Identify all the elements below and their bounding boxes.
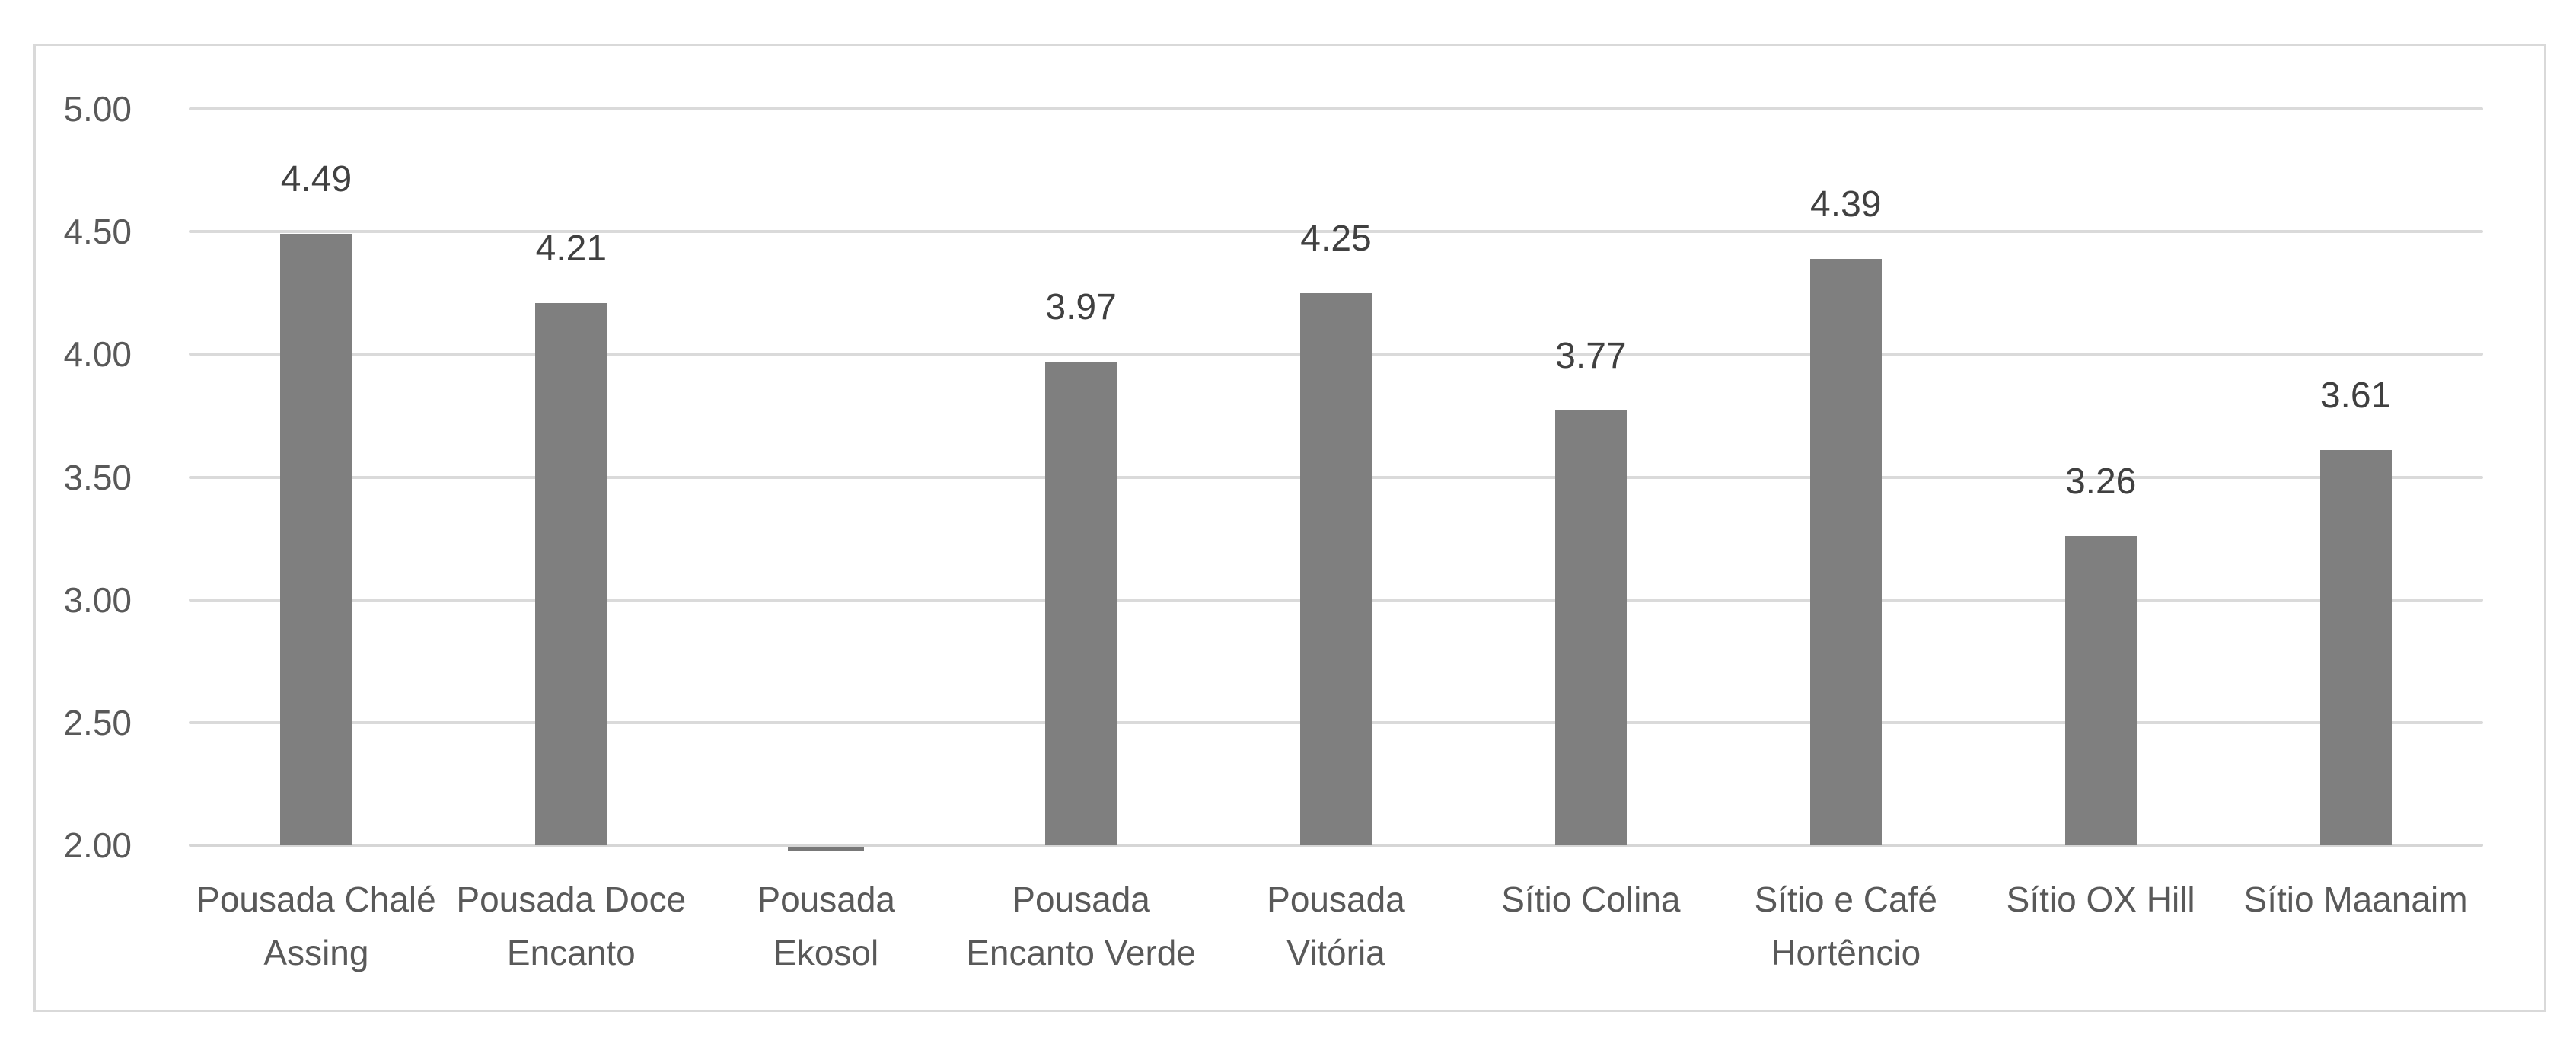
bar [1045,362,1117,845]
bar [1300,292,1372,845]
bar [535,302,607,845]
category-label-line: Pousada [1012,880,1150,919]
category-label: Pousada Encanto Verde [935,873,1228,979]
y-tick-label: 4.50 [63,212,132,252]
category-label-line: Sítio Colina [1501,880,1681,919]
bar-data-label: 4.39 [1810,184,1882,225]
bar-data-label: 3.97 [1045,287,1117,327]
y-tick-label: 2.00 [63,825,132,865]
y-tick-label: 5.00 [63,89,132,129]
category-label: Sítio e Café Hortêncio [1699,873,1992,979]
bar [1809,258,1882,845]
category-label-line: Pousada [1267,880,1405,919]
bar-data-label: 3.26 [2064,461,2137,502]
bar [2064,535,2137,845]
category-label-line: Pousada [757,880,895,919]
y-tick-label: 2.50 [63,702,132,742]
category-label: Sítio OX Hill [1954,873,2247,926]
category-label-line: Sítio e Café [1754,880,1937,919]
category-label: Pousada Ekosol [680,873,973,979]
category-label: Pousada Chalé Assing [170,873,463,979]
y-gridline [189,844,2483,847]
category-label-line: Assing [263,933,369,972]
bar-data-label: 3.77 [1555,336,1627,377]
category-label-line: Ekosol [773,933,879,972]
bar [1554,410,1627,845]
bar-data-label: 4.25 [1300,218,1372,259]
y-tick-label: 3.00 [63,579,132,620]
category-label-line: Pousada Chalé [196,880,436,919]
bar [280,234,352,845]
bar-stub [788,847,865,851]
category-label-line: Encanto Verde [966,933,1196,972]
category-label-line: Hortêncio [1771,933,1921,972]
category-label: Sítio Maanaim [2209,873,2502,926]
bar-data-label: 4.21 [535,228,607,269]
bar-data-label: 4.49 [280,159,352,200]
y-tick-label: 3.50 [63,457,132,497]
chart-frame [33,44,2546,1012]
category-label: Sítio Colina [1444,873,1737,926]
y-gridline [189,230,2483,234]
category-label: Pousada Doce Encanto [425,873,718,979]
y-tick-label: 4.00 [63,334,132,375]
bar [2319,450,2392,845]
category-label: Pousada Vitória [1190,873,1483,979]
category-label-line: Sítio Maanaim [2243,880,2468,919]
category-label-line: Encanto [506,933,636,972]
category-label-line: Pousada Doce [456,880,687,919]
category-label-line: Sítio OX Hill [2006,880,2195,919]
y-gridline [189,107,2483,110]
bar-data-label: 3.61 [2319,375,2392,417]
category-label-line: Vitória [1286,933,1385,972]
